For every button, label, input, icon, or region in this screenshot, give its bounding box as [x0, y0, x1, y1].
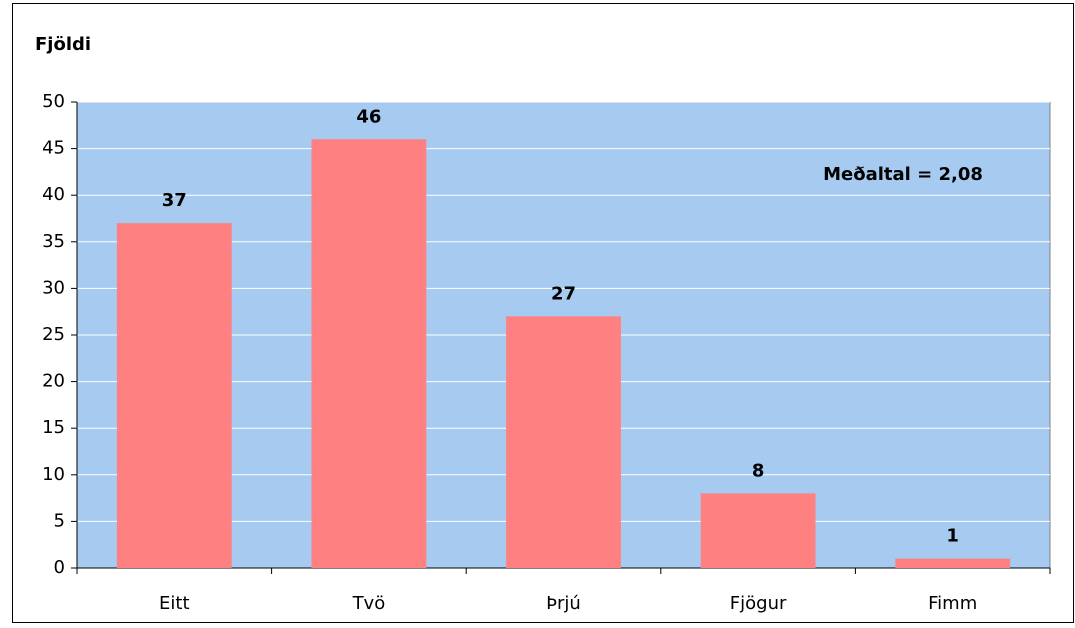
x-tick-label: Fjögur: [730, 593, 787, 614]
bar: [895, 558, 1011, 568]
y-tick-label: 20: [42, 371, 65, 392]
data-label: 37: [162, 190, 187, 211]
x-tick-label: Tvö: [352, 593, 386, 614]
y-axis-label: Fjöldi: [35, 34, 91, 55]
y-tick-label: 15: [42, 417, 65, 438]
bar: [311, 139, 427, 568]
x-tick-label: Eitt: [159, 593, 190, 614]
y-tick-label: 45: [42, 138, 65, 159]
bar: [700, 493, 816, 568]
data-label: 1: [946, 526, 959, 547]
y-tick-label: 5: [54, 510, 65, 531]
y-tick-label: 35: [42, 231, 65, 252]
y-tick-label: 30: [42, 277, 65, 298]
annotation: Meðaltal = 2,08: [823, 164, 983, 185]
y-tick-label: 10: [42, 464, 65, 485]
y-tick-label: 25: [42, 324, 65, 345]
x-tick-label: Þrjú: [546, 593, 581, 614]
data-label: 46: [356, 106, 381, 127]
data-label: 8: [752, 460, 765, 481]
y-tick-label: 40: [42, 184, 65, 205]
data-label: 27: [551, 283, 576, 304]
y-tick-label: 50: [42, 91, 65, 112]
y-tick-label: 0: [54, 557, 65, 578]
bar: [506, 316, 621, 568]
bar: [116, 223, 232, 568]
x-tick-label: Fimm: [928, 593, 977, 614]
